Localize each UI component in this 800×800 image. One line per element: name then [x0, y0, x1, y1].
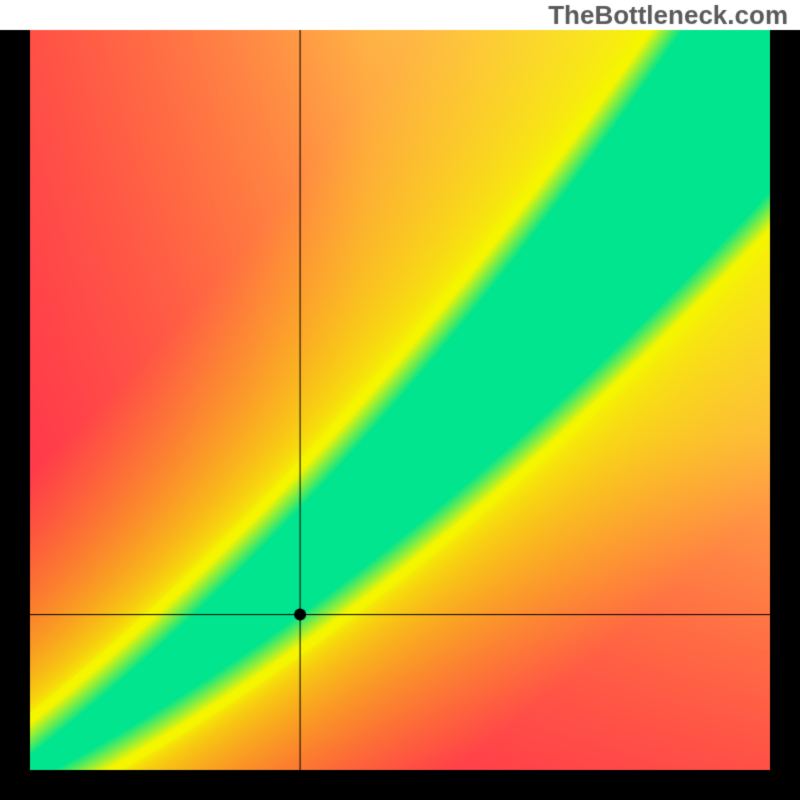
bottleneck-heatmap [0, 0, 800, 800]
